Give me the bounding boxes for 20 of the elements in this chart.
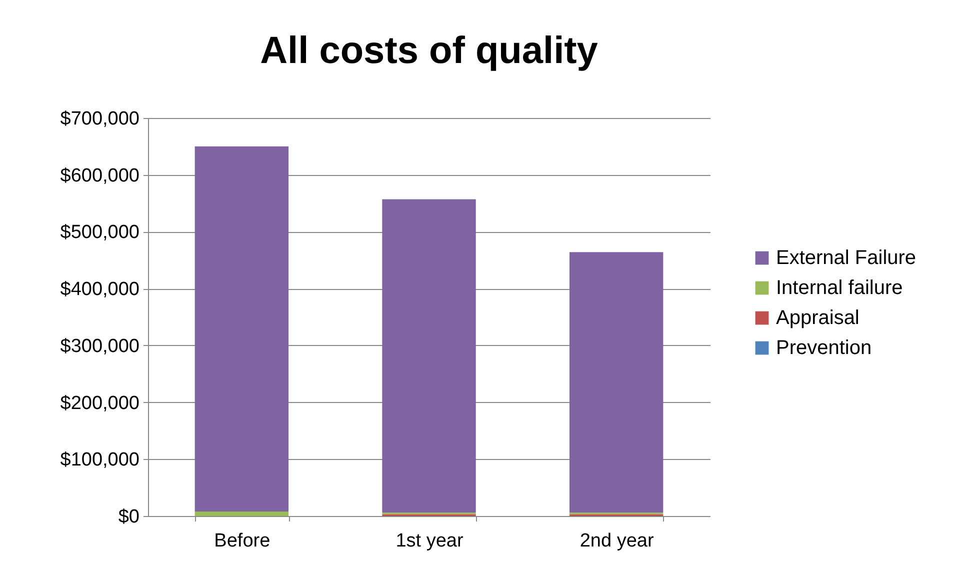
y-tick-label: $400,000 xyxy=(60,279,140,300)
bar xyxy=(194,511,288,516)
bar xyxy=(382,199,476,513)
x-tick-label: 1st year xyxy=(396,530,464,552)
chart-title: All costs of quality xyxy=(260,30,598,72)
y-tick-label: $300,000 xyxy=(60,336,140,357)
y-tick-label: $700,000 xyxy=(60,108,140,130)
y-tick-label: $200,000 xyxy=(60,392,140,414)
legend-label: External Failure xyxy=(776,247,916,269)
bar xyxy=(194,146,288,512)
y-tick-label: $600,000 xyxy=(60,165,140,186)
y-tick-label: $0 xyxy=(118,506,140,528)
x-tick-label: 2nd year xyxy=(580,530,654,552)
legend-label: Internal failure xyxy=(776,277,903,299)
y-tick-label: $100,000 xyxy=(60,450,140,471)
legend-label: Prevention xyxy=(776,337,872,359)
y-tick-label: $500,000 xyxy=(60,222,140,244)
legend-label: Appraisal xyxy=(776,307,860,329)
bar xyxy=(570,252,664,513)
x-tick-label: Before xyxy=(214,530,270,552)
